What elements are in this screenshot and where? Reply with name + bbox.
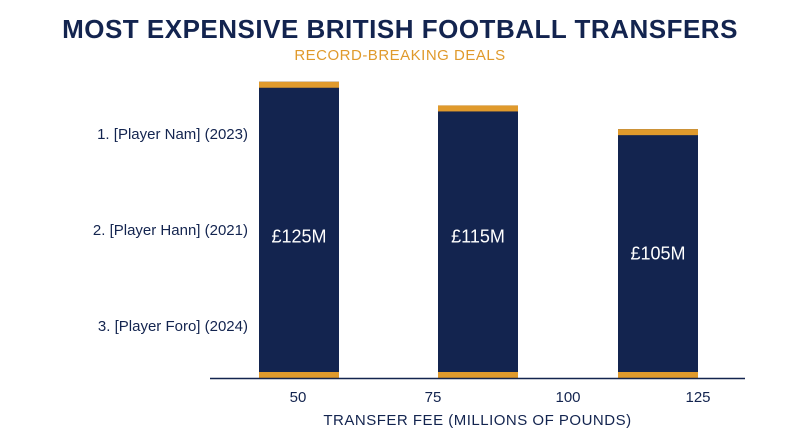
bar <box>259 81 339 378</box>
bar-value-label: £115M <box>451 226 505 247</box>
category-label-2: 2. [Player Hann] (2021) <box>92 222 248 239</box>
bar-top-accent <box>618 129 698 136</box>
category-label-3: 3. [Player Foro] (2024) <box>97 318 248 335</box>
bar-bottom-accent <box>438 372 518 378</box>
x-tick-label: 125 <box>685 389 711 406</box>
bar-bottom-accent <box>259 372 339 378</box>
x-tick-label: 50 <box>289 389 307 406</box>
x-tick-label: 100 <box>555 389 581 406</box>
category-label-1: 1. [Player Nam] (2023) <box>97 126 248 143</box>
bar-value-label: £125M <box>271 226 327 247</box>
bar-top-accent <box>438 105 518 112</box>
bar-value-label: £105M <box>630 243 686 264</box>
chart-subtitle: RECORD-BREAKING DEALS <box>294 47 506 64</box>
bar-bottom-accent <box>618 372 698 378</box>
x-tick-label: 75 <box>424 389 442 406</box>
bar-top-accent <box>259 81 339 88</box>
chart-title: MOST EXPENSIVE BRITISH FOOTBALL TRANSFER… <box>62 14 738 44</box>
bar <box>618 129 698 378</box>
x-axis-title: TRANSFER FEE (MILLIONS OF POUNDS) <box>323 412 632 429</box>
bar <box>438 105 518 378</box>
